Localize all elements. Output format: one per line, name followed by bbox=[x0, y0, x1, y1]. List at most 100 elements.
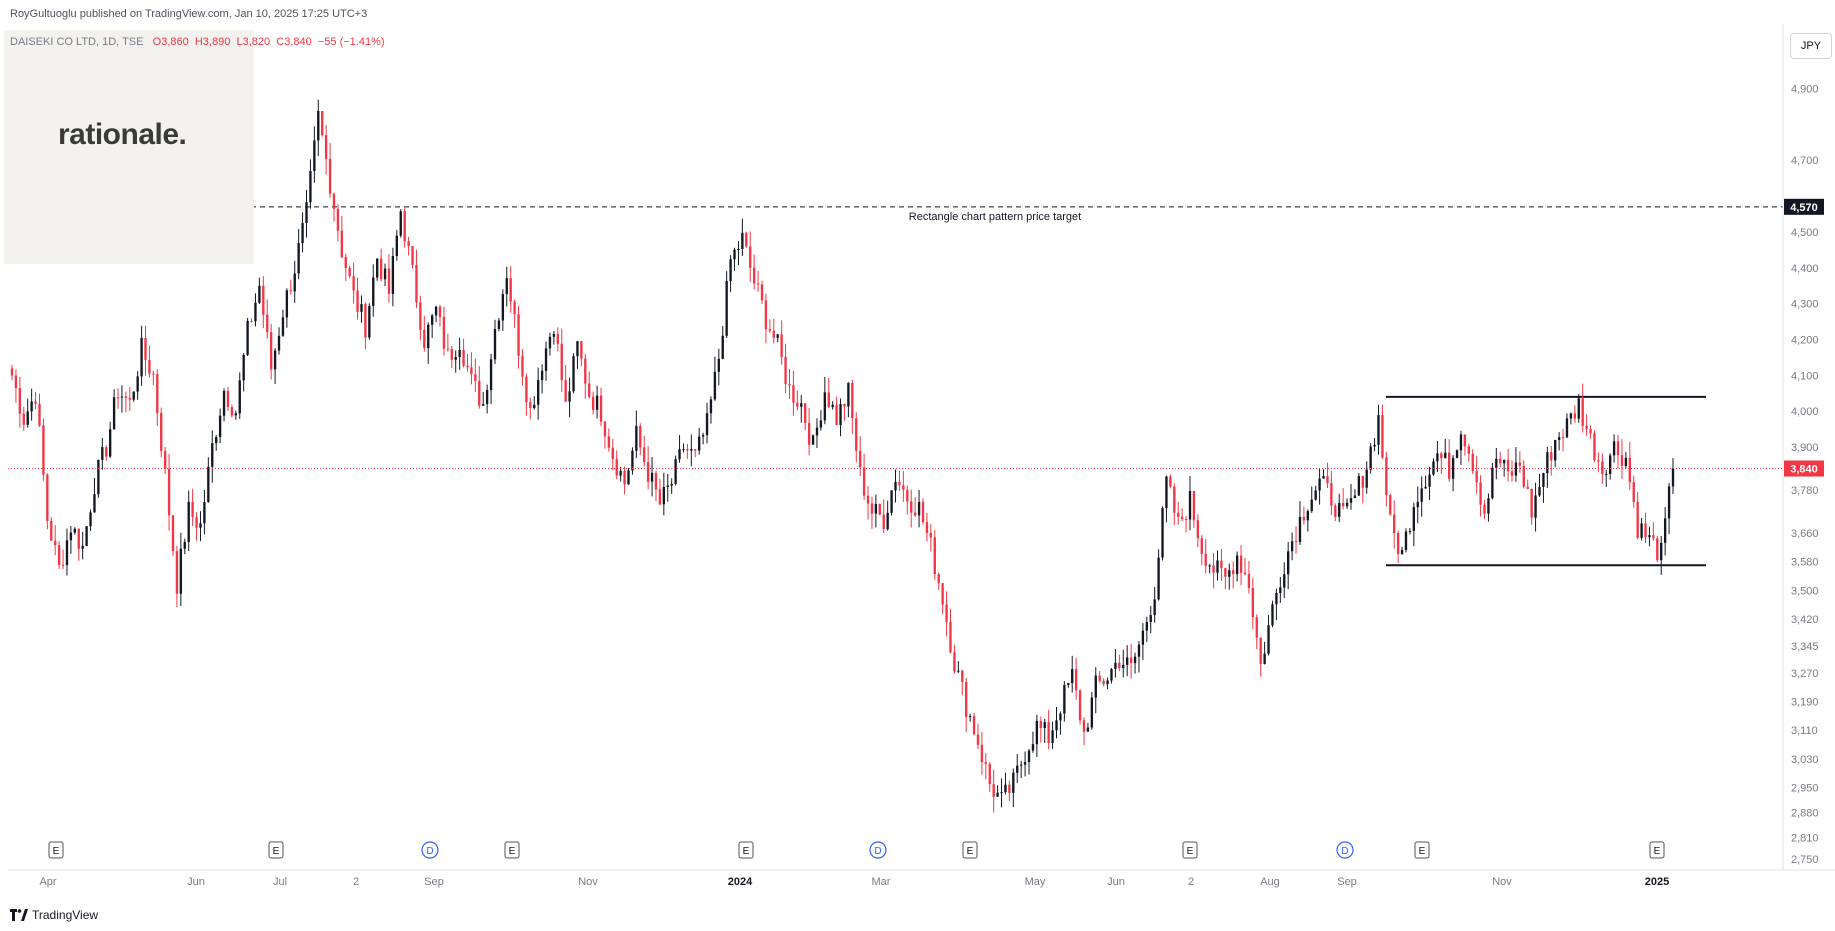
candle-body bbox=[627, 470, 630, 485]
candle-body bbox=[1616, 441, 1620, 456]
time-axis[interactable]: Apr Jun Jul 2 Sep Nov 2024 Mar May Jun 2 Aug Sep Nov 2… bbox=[8, 869, 1835, 888]
price-tick-label: 3,420 bbox=[1791, 614, 1819, 626]
candle-body bbox=[1290, 541, 1294, 552]
candle-body bbox=[1216, 560, 1219, 573]
candle-body bbox=[807, 422, 811, 445]
candle-body bbox=[313, 140, 316, 172]
candle-body bbox=[1184, 518, 1188, 520]
candle-body bbox=[1204, 553, 1207, 566]
high-value: H3,890 bbox=[194, 36, 231, 48]
candle-body bbox=[1396, 533, 1400, 554]
earnings-marker-label: E bbox=[743, 846, 750, 857]
candle-body bbox=[835, 404, 838, 426]
candle-body bbox=[666, 485, 669, 487]
candle-body bbox=[721, 335, 724, 359]
price-tick-label: 3,270 bbox=[1791, 668, 1819, 680]
candle-body bbox=[745, 232, 748, 247]
candle-body bbox=[1259, 637, 1262, 664]
candle-body bbox=[321, 110, 324, 136]
dividend-marker-label: D bbox=[1341, 846, 1348, 857]
time-tick-label: 2 bbox=[1188, 876, 1194, 888]
candle-body bbox=[1016, 765, 1019, 773]
rectangle-pattern bbox=[1386, 395, 1706, 567]
candle-body bbox=[560, 343, 563, 381]
candle-body bbox=[293, 273, 296, 292]
publish-header: RoyGultuoglu published on TradingView.co… bbox=[10, 8, 368, 20]
last-price-line: 3,840 bbox=[8, 460, 1824, 477]
candle-body bbox=[376, 258, 379, 278]
candle-body bbox=[639, 426, 642, 448]
earnings-marker[interactable] bbox=[48, 841, 64, 859]
candle-body bbox=[1071, 669, 1074, 683]
candle-body bbox=[18, 388, 22, 414]
candle-body bbox=[654, 472, 658, 490]
candle-body bbox=[101, 447, 104, 460]
candle-body bbox=[317, 110, 320, 141]
candle-body bbox=[1047, 722, 1050, 743]
candle-body bbox=[611, 447, 614, 460]
candle-body bbox=[811, 435, 815, 445]
candle-body bbox=[383, 268, 387, 280]
candle-body bbox=[505, 278, 508, 295]
candle-body bbox=[395, 235, 398, 257]
tradingview-brand[interactable]: TradingView bbox=[10, 908, 98, 922]
candle-body bbox=[517, 314, 520, 356]
candle-body bbox=[1522, 465, 1525, 487]
candle-body bbox=[1404, 531, 1408, 550]
candle-body bbox=[1212, 565, 1215, 573]
candle-body bbox=[1656, 538, 1659, 561]
candle-body bbox=[513, 301, 516, 315]
candle-body bbox=[1275, 592, 1278, 605]
price-axis[interactable]: 2,750 2,810 2,880 2,950 3,030 3,110 3,190 3,270… bbox=[1782, 24, 1819, 870]
candle-body bbox=[1338, 502, 1341, 517]
candle-body bbox=[234, 413, 238, 416]
candle-body bbox=[804, 403, 807, 423]
candle-body bbox=[1326, 476, 1329, 484]
dividend-marker[interactable] bbox=[1336, 841, 1354, 859]
rationale-logo: rationale. bbox=[58, 118, 187, 151]
candle-body bbox=[870, 503, 874, 514]
candle-body bbox=[1063, 684, 1066, 714]
candle-body bbox=[262, 285, 265, 315]
candle-body bbox=[823, 392, 827, 421]
tradingview-brand-label: TradingView bbox=[32, 908, 99, 922]
candle-body bbox=[1428, 474, 1431, 487]
price-tick-label: 4,900 bbox=[1791, 84, 1819, 96]
price-tick-label: 4,700 bbox=[1791, 155, 1819, 167]
candle-body bbox=[540, 370, 544, 381]
candle-body bbox=[482, 404, 485, 406]
candle-body bbox=[1463, 434, 1467, 447]
candle-body bbox=[697, 436, 701, 451]
candle-body bbox=[42, 425, 45, 475]
candle-body bbox=[423, 329, 426, 349]
earnings-marker[interactable] bbox=[504, 841, 520, 859]
candle-body bbox=[619, 470, 622, 476]
currency-button[interactable]: JPY bbox=[1790, 33, 1832, 59]
candle-body bbox=[340, 230, 344, 257]
candle-body bbox=[1526, 486, 1529, 489]
candle-body bbox=[156, 374, 159, 414]
earnings-marker[interactable] bbox=[268, 841, 284, 859]
candle-body bbox=[187, 501, 190, 542]
candlesticks bbox=[10, 99, 1675, 813]
dividend-marker[interactable] bbox=[421, 841, 439, 859]
earnings-marker[interactable] bbox=[962, 841, 978, 859]
candle-body bbox=[163, 450, 167, 469]
earnings-marker[interactable] bbox=[1182, 841, 1198, 859]
candle-body bbox=[462, 349, 465, 366]
earnings-marker[interactable] bbox=[1649, 841, 1665, 859]
earnings-marker[interactable] bbox=[738, 841, 754, 859]
candle-body bbox=[623, 470, 626, 485]
candle-body bbox=[1279, 587, 1282, 593]
candle-body bbox=[77, 528, 80, 549]
price-tick-label: 3,580 bbox=[1791, 557, 1819, 569]
candle-body bbox=[1459, 434, 1463, 451]
candle-body bbox=[93, 494, 96, 513]
candle-body bbox=[336, 208, 340, 231]
earnings-marker-label: E bbox=[1187, 846, 1194, 857]
dividend-marker[interactable] bbox=[869, 841, 887, 859]
candle-body bbox=[705, 413, 709, 436]
earnings-marker[interactable] bbox=[1414, 841, 1430, 859]
